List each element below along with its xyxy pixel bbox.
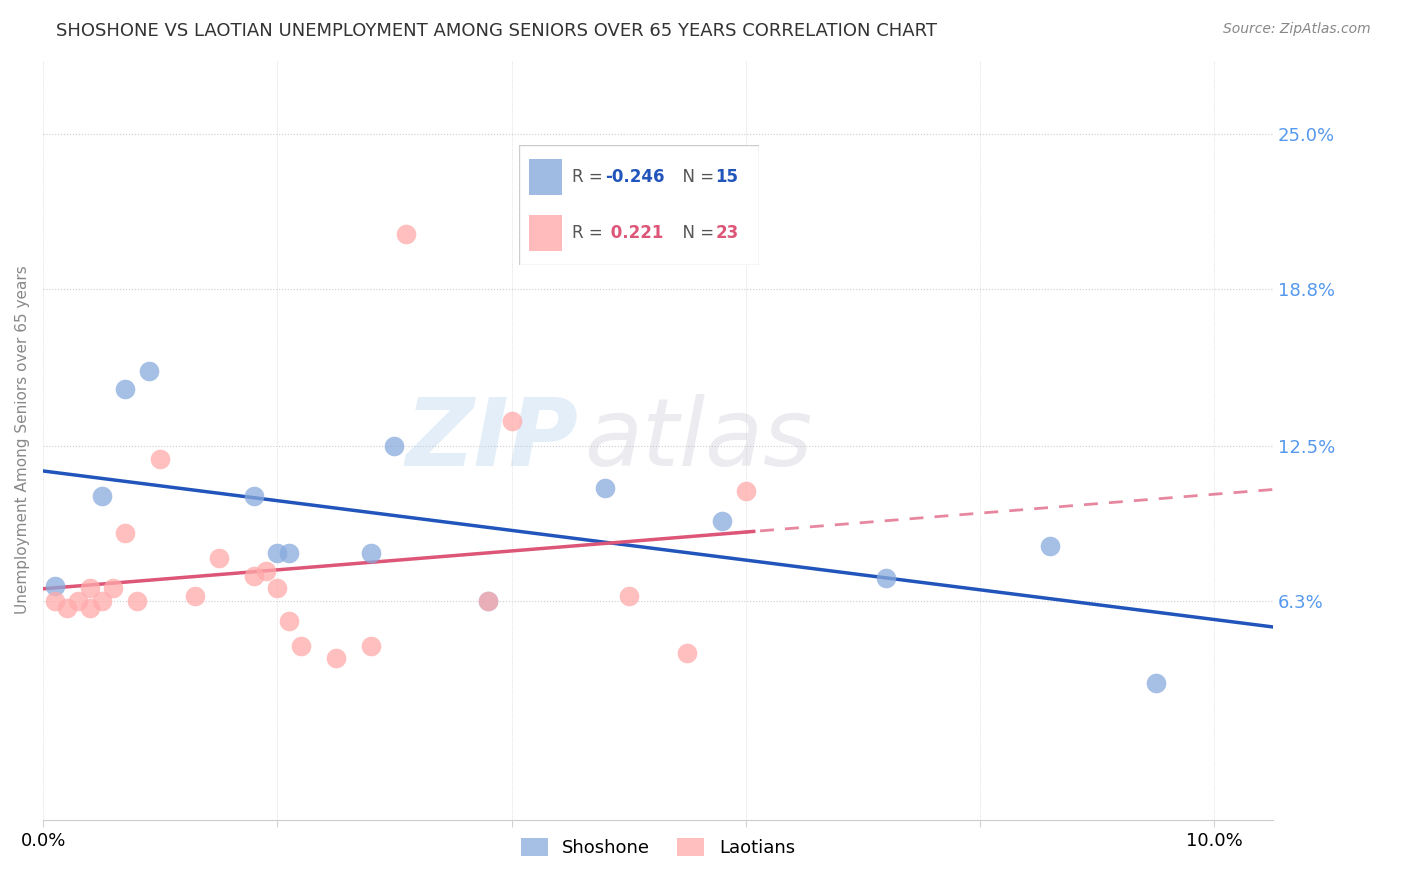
- Text: R =: R =: [572, 224, 607, 242]
- Point: [278, 546, 301, 560]
- Point: [875, 571, 897, 585]
- Point: [477, 593, 499, 607]
- Point: [1039, 539, 1062, 553]
- Point: [243, 568, 266, 582]
- Point: [266, 581, 288, 595]
- Bar: [529, 215, 562, 251]
- Point: [125, 593, 148, 607]
- Point: [384, 439, 406, 453]
- Bar: [529, 160, 562, 195]
- Point: [360, 639, 382, 653]
- Point: [79, 601, 101, 615]
- Point: [278, 614, 301, 628]
- FancyBboxPatch shape: [519, 145, 759, 265]
- Point: [1144, 676, 1167, 690]
- Point: [501, 414, 523, 428]
- Text: 0.221: 0.221: [606, 224, 664, 242]
- Text: ZIP: ZIP: [405, 394, 578, 486]
- Point: [90, 489, 112, 503]
- Point: [266, 546, 288, 560]
- Point: [711, 514, 734, 528]
- Legend: Shoshone, Laotians: Shoshone, Laotians: [513, 830, 803, 864]
- Point: [149, 451, 172, 466]
- Text: -0.246: -0.246: [606, 169, 665, 186]
- Point: [79, 581, 101, 595]
- Point: [360, 546, 382, 560]
- Point: [114, 526, 136, 541]
- Point: [395, 227, 418, 241]
- Text: SHOSHONE VS LAOTIAN UNEMPLOYMENT AMONG SENIORS OVER 65 YEARS CORRELATION CHART: SHOSHONE VS LAOTIAN UNEMPLOYMENT AMONG S…: [56, 22, 938, 40]
- Point: [676, 646, 699, 660]
- Text: R =: R =: [572, 169, 607, 186]
- Point: [90, 593, 112, 607]
- Point: [477, 593, 499, 607]
- Point: [44, 579, 66, 593]
- Text: 15: 15: [716, 169, 738, 186]
- Point: [734, 483, 756, 498]
- Text: N =: N =: [672, 169, 720, 186]
- Text: N =: N =: [672, 224, 720, 242]
- Y-axis label: Unemployment Among Seniors over 65 years: Unemployment Among Seniors over 65 years: [15, 266, 30, 615]
- Point: [67, 593, 90, 607]
- Point: [103, 581, 125, 595]
- Text: atlas: atlas: [583, 394, 813, 485]
- Point: [138, 364, 160, 378]
- Point: [325, 651, 347, 665]
- Text: Source: ZipAtlas.com: Source: ZipAtlas.com: [1223, 22, 1371, 37]
- Point: [290, 639, 312, 653]
- Point: [617, 589, 640, 603]
- Point: [208, 551, 231, 566]
- Point: [55, 601, 77, 615]
- Point: [254, 564, 277, 578]
- Point: [184, 589, 207, 603]
- Point: [593, 482, 616, 496]
- Point: [44, 593, 66, 607]
- Point: [243, 489, 266, 503]
- Point: [114, 382, 136, 396]
- Text: 23: 23: [716, 224, 738, 242]
